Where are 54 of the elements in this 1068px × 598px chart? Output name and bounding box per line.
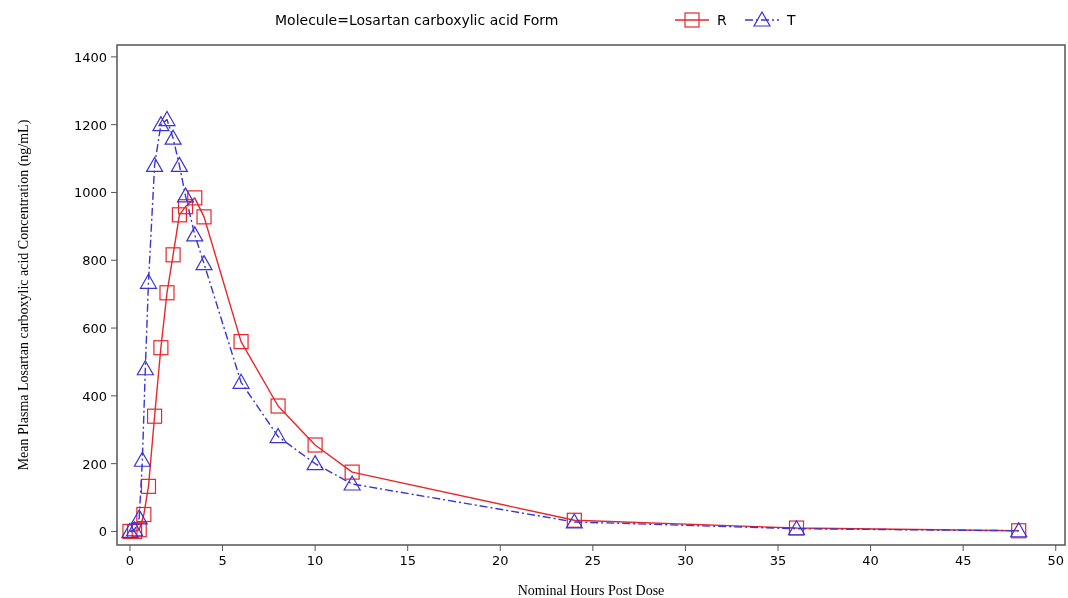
point: [196, 209, 212, 225]
point: [146, 408, 163, 424]
y-axis-title: Mean Plasma Losartan carboxylic acid Concentration (ng/mL): [16, 119, 32, 471]
point: [165, 247, 181, 263]
y-tick-label: 1000: [73, 185, 107, 201]
point: [130, 509, 148, 525]
point: [170, 156, 188, 172]
point: [152, 116, 170, 132]
x-tick-label: 20: [492, 553, 509, 568]
point: [159, 285, 175, 301]
point: [139, 273, 158, 289]
y-tick-label: 1400: [73, 49, 107, 65]
x-tick-label: 0: [125, 553, 135, 568]
point: [307, 437, 323, 453]
point: [171, 207, 187, 223]
x-tick-label: 40: [862, 553, 879, 568]
point: [306, 455, 324, 471]
x-tick-label: 5: [218, 553, 227, 568]
legend-label: R: [717, 12, 727, 28]
point: [232, 373, 250, 389]
x-tick-label: 45: [954, 553, 972, 568]
x-tick-label: 15: [399, 553, 416, 568]
y-tick-label: 200: [82, 456, 107, 472]
point: [136, 360, 154, 376]
legend-label: T: [786, 12, 796, 28]
point: [269, 427, 287, 444]
x-tick-label: 30: [677, 553, 694, 568]
x-tick-label: 10: [306, 553, 324, 568]
point: [158, 110, 176, 127]
y-tick-label: 0: [98, 524, 107, 540]
point: [176, 187, 195, 203]
point: [195, 255, 213, 271]
point: [136, 506, 152, 523]
point: [187, 190, 203, 206]
y-tick-label: 1200: [73, 117, 107, 133]
point: [233, 334, 249, 350]
point: [344, 464, 360, 480]
point: [186, 226, 204, 242]
y-tick-label: 400: [82, 388, 107, 404]
point: [133, 451, 151, 467]
x-axis-title: Nominal Hours Post Dose: [517, 583, 665, 598]
point: [343, 475, 361, 491]
x-tick-label: 50: [1047, 553, 1065, 568]
y-tick-label: 600: [82, 321, 107, 337]
x-tick-label: 25: [584, 553, 602, 568]
x-tick-label: 35: [769, 553, 787, 568]
point: [177, 199, 194, 215]
point: [140, 478, 157, 494]
y-tick-label: 800: [82, 253, 107, 269]
point: [270, 398, 286, 414]
point: [164, 129, 182, 145]
legend-title: Molecule=Losartan carboxylic acid Form: [275, 12, 559, 28]
point: [153, 340, 169, 356]
point: [145, 156, 164, 172]
